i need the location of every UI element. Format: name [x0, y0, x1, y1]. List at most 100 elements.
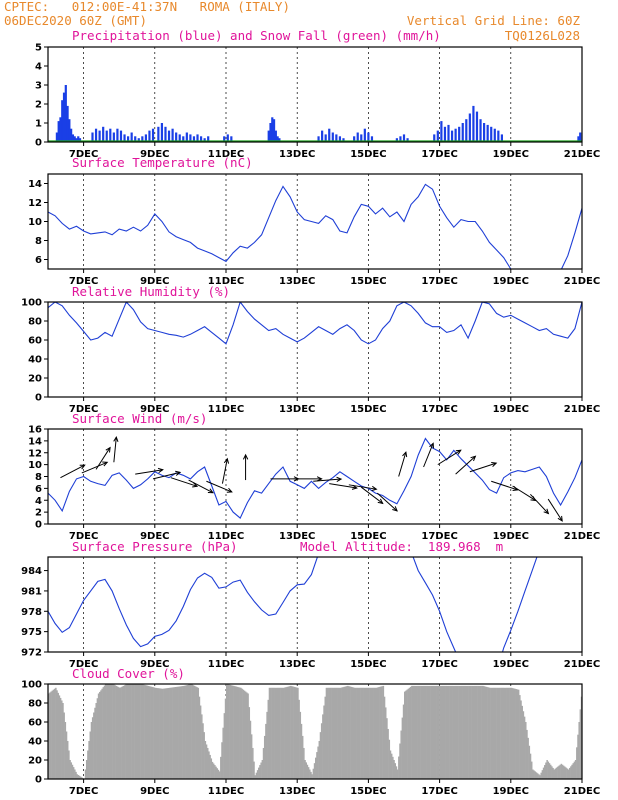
- precip-bar: [199, 136, 203, 142]
- wind-arrow: [491, 480, 519, 491]
- precip-frame: [47, 46, 583, 143]
- cloud-bar: [560, 763, 563, 779]
- cloud-bar: [216, 768, 218, 779]
- cloud-bar: [121, 686, 124, 779]
- cloud-xtick-label: 7DEC: [69, 786, 98, 797]
- cloud-bar: [286, 686, 289, 779]
- precip-xtick-label: 19DEC: [493, 149, 529, 160]
- cloud-bar: [255, 772, 258, 779]
- cloud-bar: [487, 687, 489, 779]
- wind-arrow: [376, 492, 398, 512]
- cloud-bar: [357, 687, 360, 779]
- cloud-bar: [287, 686, 290, 779]
- cloud-bar: [101, 688, 103, 779]
- cloud-bar: [198, 696, 201, 779]
- precip-bar: [185, 132, 188, 142]
- cloud-bar: [522, 711, 525, 779]
- cloud-bar: [373, 687, 375, 779]
- cloud-bar: [325, 687, 328, 779]
- cloud-bar: [66, 741, 69, 779]
- temp-panel: 6 8 10 12 14 7DEC 9DEC 11DEC 13DEC 15DEC 17DEC 19DE…: [28, 173, 600, 287]
- cloud-bar: [456, 685, 458, 779]
- pressure-xtick-label: 13DEC: [279, 659, 315, 670]
- cloud-bar: [324, 696, 326, 779]
- cloud-bar: [495, 687, 497, 779]
- wind-arrow: [113, 435, 119, 463]
- pressure-frame: [47, 556, 583, 653]
- cloud-bar: [163, 688, 165, 779]
- precip-bar: [450, 130, 454, 142]
- cloud-bar: [541, 770, 544, 779]
- cloud-bar: [335, 687, 337, 779]
- cloud-bar: [76, 774, 78, 779]
- cloud-bar: [119, 687, 121, 779]
- cloud-bar: [113, 684, 115, 779]
- precip-bar: [148, 130, 151, 142]
- precip-bar: [360, 134, 363, 142]
- precip-bar: [356, 132, 359, 142]
- precip-panel: 0 1 2 3 4 5 7DEC 9DEC 11DEC 13DEC 15DEC 17DEC 19DEC 2…: [35, 43, 600, 161]
- cloud-bar: [241, 688, 243, 779]
- cloud-bar: [475, 685, 477, 779]
- cloud-bar: [164, 688, 166, 779]
- cloud-bar: [205, 744, 208, 779]
- precip-bar: [433, 134, 436, 142]
- cloud-bar: [355, 687, 357, 779]
- cloud-bar: [502, 687, 504, 779]
- cloud-bar: [49, 692, 51, 779]
- cloud-bar: [368, 687, 370, 779]
- cloud-bar: [402, 704, 405, 779]
- precip-bar: [62, 92, 66, 142]
- pressure-xtick-label: 7DEC: [69, 659, 98, 670]
- header-run-date: 06DEC2020 60Z (GMT): [4, 13, 147, 28]
- cloud-bar: [419, 685, 421, 779]
- precip-bar: [579, 132, 582, 142]
- rh-xtick-label: 17DEC: [421, 404, 457, 415]
- cloud-bar: [554, 768, 557, 779]
- cloud-bar: [328, 687, 330, 779]
- cloud-bar: [420, 685, 423, 779]
- wind-arrow: [437, 449, 462, 466]
- cloud-bar: [515, 689, 518, 779]
- cloud-bar: [158, 688, 160, 779]
- precip-bar: [483, 123, 486, 142]
- cloud-bar: [144, 684, 146, 779]
- cloud-bar: [571, 764, 573, 779]
- rh-xtick-label: 11DEC: [208, 404, 244, 415]
- cloud-bar: [272, 687, 274, 779]
- cloud-bar: [538, 774, 540, 779]
- cloud-bar: [564, 766, 566, 779]
- wind-arrow: [398, 451, 408, 477]
- pressure-xtick-label: 19DEC: [493, 659, 529, 670]
- precip-bar: [164, 126, 167, 142]
- precip-bar: [105, 130, 108, 142]
- cloud-bar: [507, 687, 509, 779]
- cloud-bar: [363, 687, 366, 779]
- cloud-bar: [450, 685, 452, 779]
- precip-ytick-label: 5: [35, 43, 42, 54]
- precip-bar: [406, 138, 409, 142]
- cloud-bar: [182, 686, 184, 779]
- cloud-bar: [126, 684, 128, 779]
- cloud-xtick-label: 13DEC: [279, 786, 315, 797]
- cloud-bar: [370, 687, 373, 779]
- cloud-bar: [81, 777, 83, 779]
- cloud-bar: [579, 709, 582, 779]
- cloud-bar: [382, 685, 385, 779]
- temp-xtick-label: 9DEC: [140, 276, 169, 287]
- cloud-bar: [345, 686, 348, 779]
- cloud-bar: [165, 688, 167, 779]
- cloud-bar: [254, 775, 256, 779]
- cloud-bar: [383, 696, 386, 779]
- cloud-bar: [528, 745, 531, 779]
- cloud-bar: [123, 685, 126, 779]
- cloud-bar: [271, 687, 273, 779]
- cloud-bar: [50, 691, 52, 779]
- precip-bar: [338, 136, 342, 142]
- precip-bar: [59, 117, 62, 142]
- cloud-bar: [425, 685, 427, 779]
- precip-bar: [331, 132, 334, 142]
- precip-bar: [223, 136, 226, 142]
- cloud-bar: [574, 760, 577, 779]
- header-code: TQ0126L028: [505, 28, 580, 43]
